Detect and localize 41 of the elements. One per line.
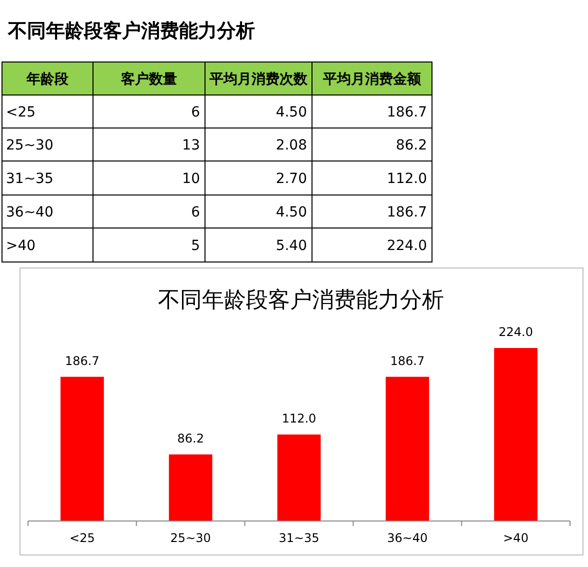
data-label: 6 [191, 204, 200, 220]
data-label: 86.2 [396, 138, 427, 154]
data-label: 112.0 [282, 412, 316, 426]
data-label: 13 [182, 138, 200, 154]
bar [386, 376, 430, 521]
data-label: 4.50 [276, 104, 307, 120]
x-tick-label: >40 [503, 531, 528, 545]
chart-title: 不同年龄段客户消费能力分析 [158, 288, 444, 313]
x-tick-label: <25 [70, 531, 95, 545]
bar [277, 434, 321, 521]
data-label: 186.7 [65, 354, 100, 368]
text: 平均月消费次数 [208, 72, 308, 88]
data-label: 2.70 [276, 171, 307, 187]
bar [494, 348, 538, 521]
x-tick-label: 25~30 [170, 531, 211, 545]
category-label: 25~30 [6, 138, 54, 154]
data-label: 86.2 [177, 431, 204, 446]
text: 不同年龄段客户消费能力分析 [7, 20, 255, 42]
data-label: 6 [191, 104, 200, 120]
data-label: 10 [182, 171, 200, 187]
series-label: 客户数量 [120, 70, 177, 88]
x-tick-label: 31~35 [278, 531, 320, 545]
x-tick-label: 36~40 [387, 531, 428, 545]
data-label: 2.08 [276, 138, 307, 154]
category-label: 31~35 [6, 171, 54, 187]
data-label: 186.7 [386, 204, 427, 220]
data-label: 224.0 [386, 238, 427, 254]
category-label: >40 [6, 238, 36, 254]
data-label: 4.50 [276, 204, 307, 220]
data-label: 5 [191, 238, 200, 254]
text: 年龄段 [26, 72, 70, 88]
text: 平均月消费金额 [322, 70, 422, 88]
bar [60, 376, 104, 521]
data-label: 186.7 [390, 354, 425, 368]
data-label: 5.40 [276, 238, 307, 254]
category-label: 36~40 [6, 204, 54, 220]
data-label: 186.7 [386, 104, 427, 120]
data-label: 112.0 [386, 171, 427, 187]
category-label: <25 [6, 104, 36, 120]
data-label: 224.0 [498, 325, 533, 339]
bar [168, 454, 212, 521]
